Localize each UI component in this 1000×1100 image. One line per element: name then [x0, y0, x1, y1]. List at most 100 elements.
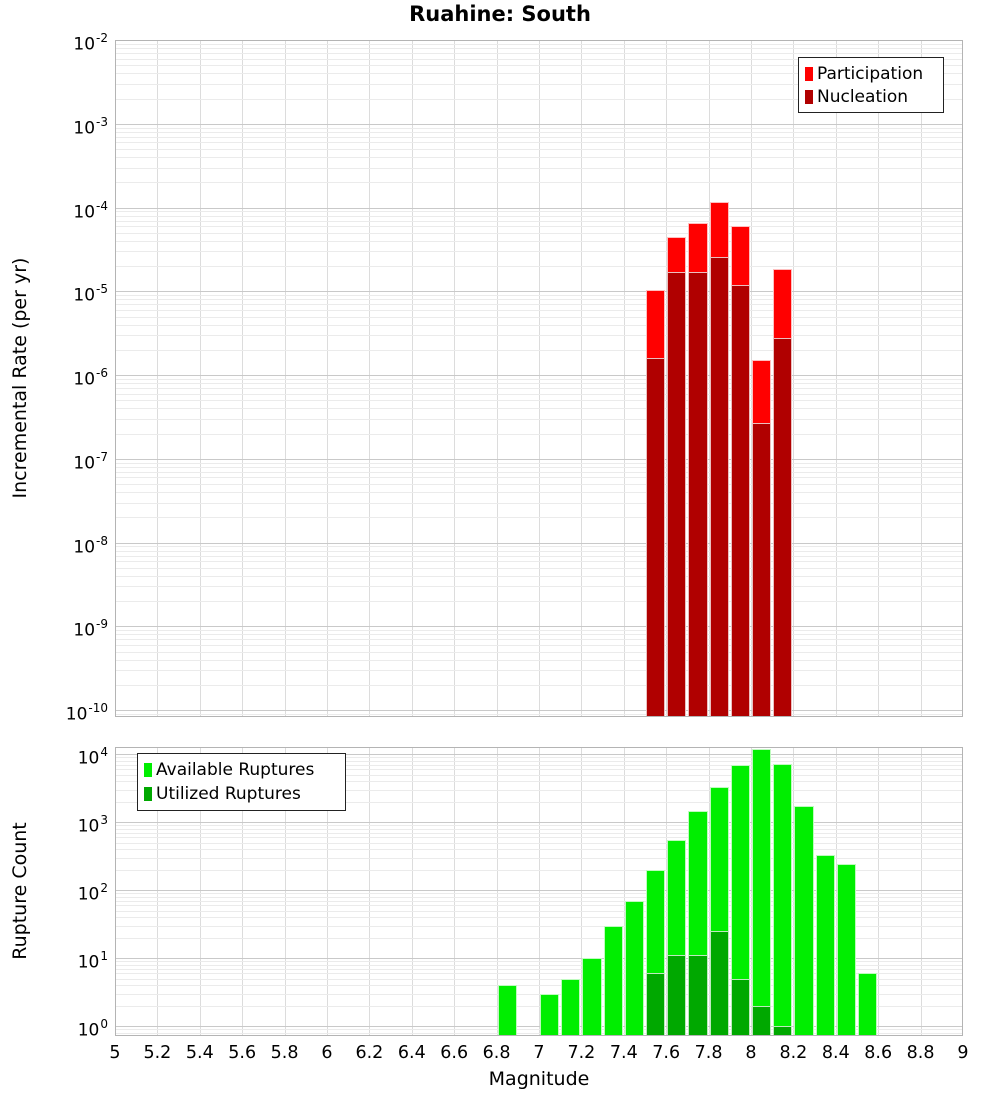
gridline-minor: [115, 220, 963, 222]
available-ruptures-bar: [752, 748, 772, 1036]
y-tick-label: 101: [77, 949, 108, 973]
nucleation-bar: [752, 422, 772, 717]
legend-label: Available Ruptures: [156, 760, 315, 780]
gridline-minor: [115, 774, 963, 776]
available-ruptures-bar: [773, 763, 793, 1036]
gridline-minor: [115, 561, 963, 563]
x-tick-label: 7: [533, 1043, 545, 1063]
utilized-ruptures-bar: [646, 973, 666, 1036]
gridline-minor: [115, 937, 963, 939]
gridline-minor: [115, 601, 963, 602]
gridline-vertical: [496, 747, 498, 1036]
gridline-vertical: [284, 747, 286, 1036]
gridline-minor: [115, 842, 963, 844]
gridline-minor: [115, 973, 963, 975]
gridline-vertical: [199, 747, 201, 1036]
gridline-minor: [115, 985, 963, 987]
gridline-vertical: [411, 747, 413, 1036]
y-tick-label: 10-2: [73, 31, 108, 55]
legend-label: Participation: [817, 63, 924, 84]
x-tick-label: 5.8: [270, 1043, 299, 1063]
y-tick-label: 100: [77, 1017, 108, 1041]
gridline-vertical: [666, 747, 668, 1036]
gridline-minor: [115, 182, 963, 184]
gridline-minor: [115, 471, 963, 473]
gridline-vertical: [242, 40, 244, 717]
gridline-minor: [115, 925, 963, 927]
gridline-major: [115, 375, 963, 376]
gridline-vertical: [835, 747, 837, 1036]
y-tick-label: 10-5: [73, 282, 108, 306]
x-tick-label: 6.8: [482, 1043, 511, 1063]
gridline-vertical: [920, 747, 922, 1036]
gridline-minor: [115, 644, 963, 646]
utilized-ruptures-bar: [688, 955, 708, 1036]
gridline-minor: [115, 964, 963, 966]
gridline-vertical: [284, 40, 286, 717]
legend-label: Nucleation: [817, 86, 909, 107]
gridline-vertical: [666, 40, 668, 717]
x-tick-label: 5: [109, 1043, 121, 1063]
gridline-minor: [115, 634, 963, 636]
x-axis-label: Magnitude: [488, 1068, 590, 1090]
gridline-minor: [115, 905, 963, 907]
gridline-minor: [115, 586, 963, 588]
gridline-minor: [115, 546, 963, 548]
gridline-vertical: [454, 747, 456, 1036]
legend-swatch-nucleation: [805, 89, 813, 104]
x-tick-label: 7.2: [567, 1043, 596, 1063]
gridline-minor: [115, 550, 963, 552]
gridline-minor: [115, 324, 963, 326]
gridline-vertical: [878, 747, 880, 1036]
gridline-minor: [115, 789, 963, 791]
gridline-minor: [115, 211, 963, 213]
y-tick-label: 10-4: [73, 198, 108, 223]
y-tick-label: 10-7: [73, 449, 108, 474]
gridline-vertical: [793, 40, 795, 717]
gridline-vertical: [369, 40, 371, 717]
gridline-minor: [115, 226, 963, 228]
y-tick-label: 10-3: [73, 114, 108, 139]
gridline-minor: [115, 83, 963, 85]
x-tick-label: 8.8: [906, 1043, 935, 1063]
gridline-vertical: [411, 40, 413, 717]
gridline-minor: [115, 896, 963, 898]
gridline-minor: [115, 304, 963, 306]
y-tick-label: 10-10: [65, 701, 108, 725]
legend: Participation Nucleation: [798, 57, 944, 113]
gridline-major: [115, 1026, 963, 1027]
nucleation-bar: [667, 271, 687, 717]
legend-label: Utilized Ruptures: [156, 784, 301, 804]
utilized-ruptures-bar: [773, 1026, 793, 1036]
gridline-major: [115, 123, 963, 125]
gridline-major: [115, 542, 963, 544]
gridline-minor: [115, 149, 963, 150]
gridline-minor: [115, 492, 963, 494]
gridline-minor: [115, 502, 963, 504]
x-tick-label: 7.8: [694, 1043, 723, 1063]
legend-swatch-available-ruptures: [144, 763, 152, 777]
available-ruptures-bar: [497, 985, 517, 1036]
x-tick-label: 6.6: [440, 1043, 469, 1063]
gridline-vertical: [327, 747, 328, 1036]
gridline-minor: [115, 295, 963, 297]
gridline-minor: [115, 388, 963, 389]
gridline-minor: [115, 684, 963, 686]
gridline-minor: [115, 869, 963, 871]
gridline-minor: [115, 978, 963, 980]
gridline-minor: [115, 849, 963, 851]
gridline-minor: [115, 757, 963, 759]
gridline-vertical: [539, 40, 540, 717]
gridline-minor: [115, 232, 963, 234]
x-tick-label: 5.4: [185, 1043, 214, 1063]
gridline-minor: [115, 917, 963, 919]
gridline-major: [115, 890, 963, 891]
gridline-minor: [115, 837, 963, 839]
gridline-minor: [115, 893, 963, 895]
x-tick-label: 6: [321, 1043, 333, 1063]
gridline-minor: [115, 1029, 963, 1031]
gridline-minor: [115, 65, 963, 67]
gridline-minor: [115, 555, 963, 557]
gridline-major: [115, 458, 963, 460]
gridline-vertical: [369, 747, 371, 1036]
